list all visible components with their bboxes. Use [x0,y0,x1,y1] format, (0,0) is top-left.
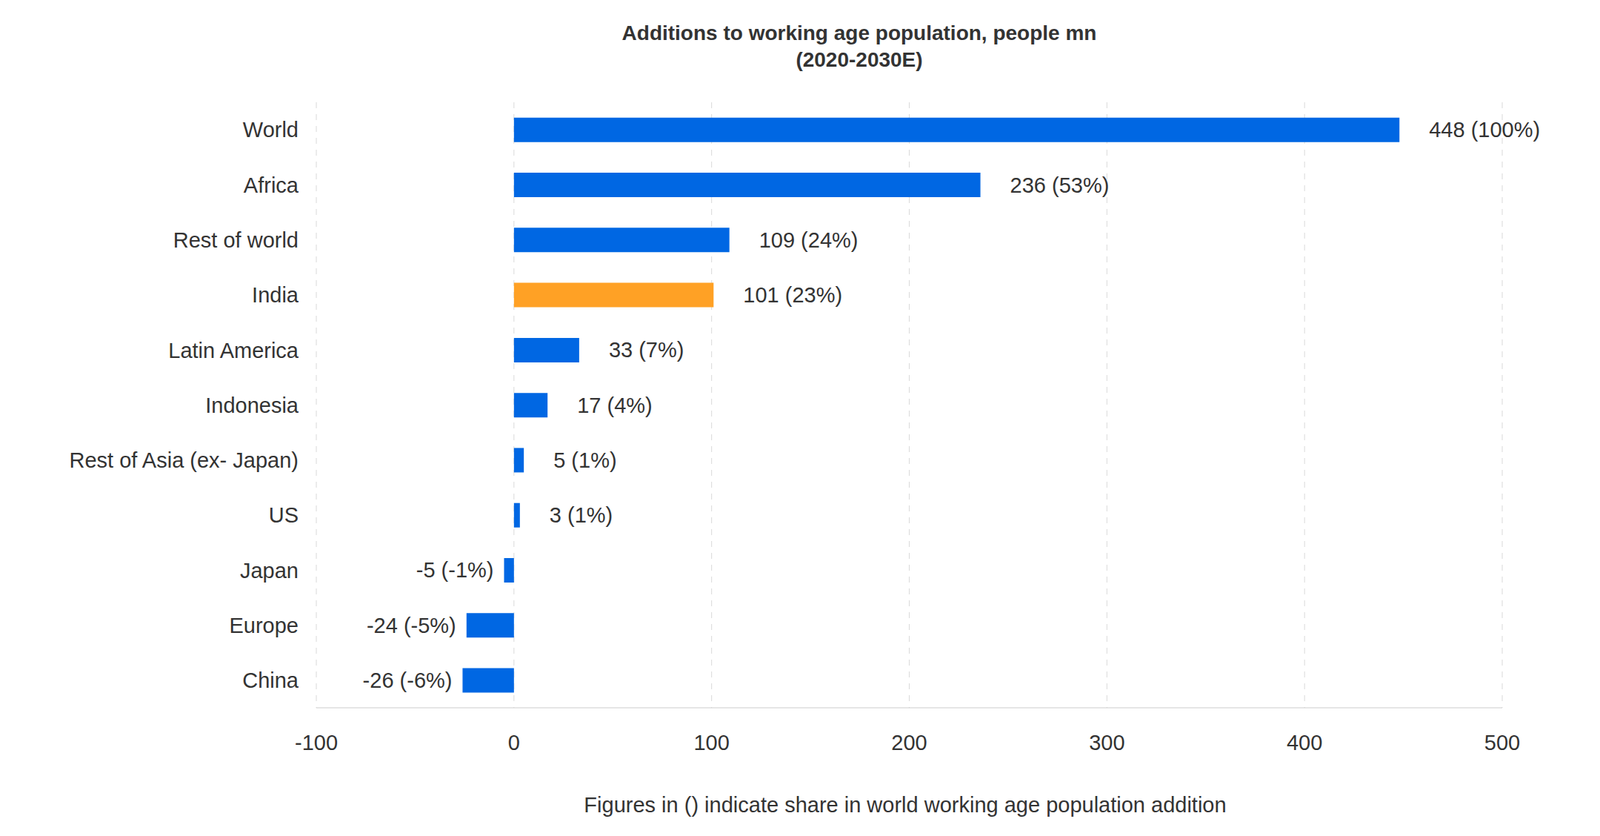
svg-text:Rest of Asia (ex- Japan): Rest of Asia (ex- Japan) [69,448,299,472]
svg-text:200: 200 [891,730,927,755]
svg-text:-24 (-5%): -24 (-5%) [366,613,457,638]
svg-text:Indonesia: Indonesia [205,393,300,418]
svg-text:300: 300 [1088,730,1125,755]
svg-text:-5 (-1%): -5 (-1%) [416,557,495,582]
svg-text:Africa: Africa [243,173,300,198]
svg-text:Europe: Europe [228,613,299,638]
svg-text:101 (23%): 101 (23%) [742,282,843,307]
html-text:Figures in () indicate share i: Figures in () indicate share in world wo… [584,792,1227,817]
svg-text:100: 100 [693,730,729,755]
html-text:Additions to working age popul: Additions to working age population, peo… [621,21,1097,45]
html-text:(2020-2030E): (2020-2030E) [795,48,923,72]
svg-text:236 (53%): 236 (53%) [1010,173,1110,198]
svg-text:109 (24%): 109 (24%) [759,228,859,252]
svg-text:0: 0 [508,730,520,755]
svg-text:Rest of world: Rest of world [173,228,299,252]
svg-text:World: World [242,117,299,142]
svg-text:17 (4%): 17 (4%) [577,393,653,418]
svg-text:5 (1%): 5 (1%) [553,448,617,472]
svg-text:-26 (-6%): -26 (-6%) [362,668,453,692]
svg-text:China: China [242,668,300,692]
svg-text:3 (1%): 3 (1%) [549,502,613,527]
svg-text:400: 400 [1286,730,1323,755]
svg-text:33 (7%): 33 (7%) [608,337,685,362]
svg-text:448 (100%): 448 (100%) [1428,117,1540,142]
svg-text:-100: -100 [294,730,338,755]
svg-text:US: US [268,502,299,527]
svg-text:Japan: Japan [240,558,299,583]
svg-text:500: 500 [1484,730,1520,755]
svg-text:Latin America: Latin America [168,338,300,363]
svg-text:India: India [251,282,300,307]
